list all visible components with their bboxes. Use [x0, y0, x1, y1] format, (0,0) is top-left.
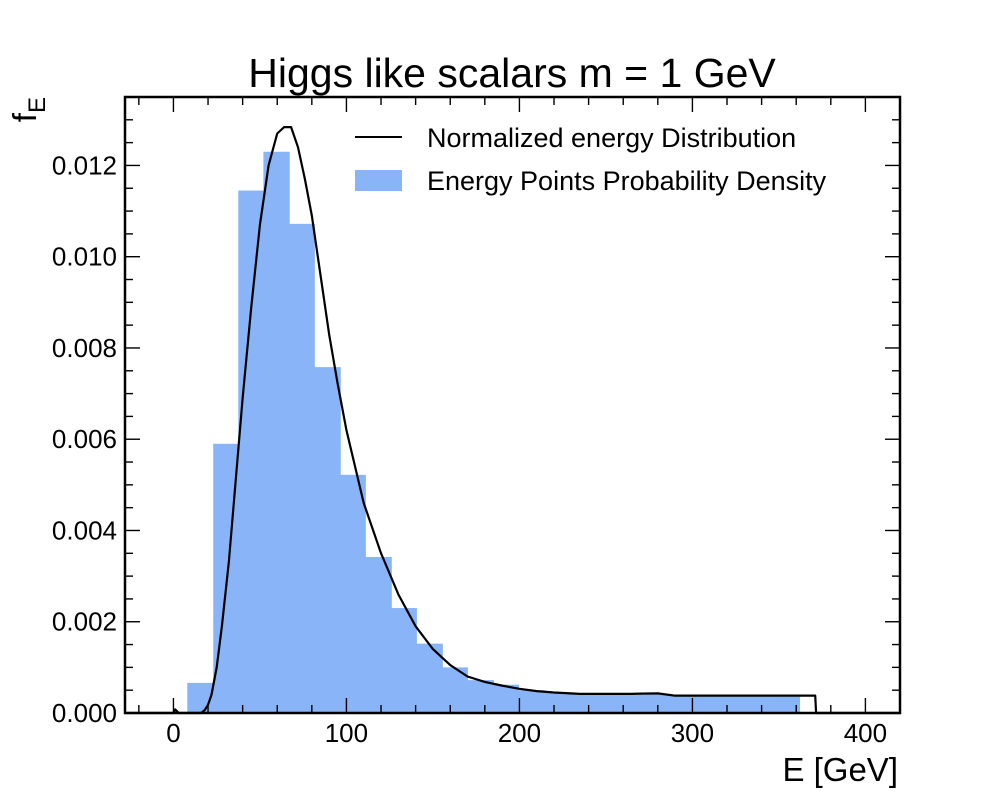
histogram-bar	[595, 693, 622, 713]
histogram-bar	[620, 694, 647, 713]
histogram-bar	[391, 608, 417, 713]
y-tick-label: 0.002	[52, 607, 117, 637]
histogram-bars	[187, 151, 801, 713]
histogram-bar	[187, 682, 214, 713]
chart-title: Higgs like scalars m = 1 GeV	[248, 50, 776, 96]
histogram-bar	[722, 694, 750, 713]
y-axis-label-main: f	[6, 112, 43, 122]
histogram-bar	[263, 151, 290, 713]
y-tick-labels: 0.000 0.002 0.004 0.006 0.008 0.010 0.012	[52, 150, 117, 728]
x-tick-label: 300	[671, 718, 714, 748]
plot-frame	[123, 95, 902, 715]
x-tick-label: 100	[325, 718, 368, 748]
x-tick-label: 400	[844, 718, 887, 748]
x-tick-label: 200	[498, 718, 541, 748]
x-axis-label: E [GeV]	[782, 751, 898, 788]
y-axis-label: fE	[6, 97, 51, 122]
histogram-bar	[340, 474, 366, 713]
y-axis-label-subscript: E	[24, 97, 51, 113]
legend: Normalized energy Distribution Energy Po…	[355, 123, 827, 196]
y-tick-label: 0.010	[52, 242, 117, 272]
histogram-bar	[748, 695, 775, 713]
histogram-bar	[671, 694, 699, 713]
histogram-bar	[365, 556, 392, 713]
x-tick-label: 0	[166, 718, 180, 748]
legend-bar-label: Energy Points Probability Density	[427, 166, 827, 196]
histogram-bar	[493, 684, 519, 713]
histogram-bar	[289, 223, 315, 713]
y-tick-label: 0.006	[52, 424, 117, 454]
y-tick-label: 0.000	[52, 698, 117, 728]
histogram-bar	[238, 190, 264, 713]
curve-layer	[125, 126, 900, 715]
energy-distribution-curve	[125, 126, 900, 715]
histogram-bar	[569, 693, 596, 713]
legend-bar-swatch	[355, 170, 402, 191]
histogram-bar	[773, 696, 801, 713]
histogram-bar	[467, 680, 494, 713]
histogram-bar	[697, 695, 724, 713]
y-tick-label: 0.008	[52, 333, 117, 363]
y-tick-label: 0.004	[52, 515, 117, 545]
histogram-bar	[544, 692, 570, 713]
plot-area	[123, 95, 902, 715]
y-tick-label: 0.012	[52, 150, 117, 180]
histogram-bar	[518, 690, 545, 713]
legend-line-label: Normalized energy Distribution	[427, 123, 796, 153]
x-tick-labels: 0 100 200 300 400	[166, 718, 887, 748]
histogram-bar	[314, 367, 341, 713]
histogram-bar	[646, 693, 673, 713]
